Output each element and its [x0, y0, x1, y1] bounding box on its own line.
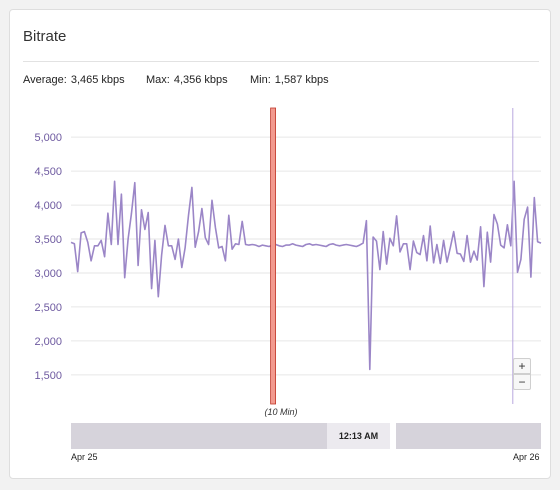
zoom-out-button[interactable]: −	[513, 374, 531, 390]
y-tick-label: 3,000	[34, 268, 62, 280]
header-divider	[23, 61, 539, 62]
stat-min: Min: 1,587 kbps	[250, 74, 329, 86]
y-tick-label: 4,000	[34, 200, 62, 212]
x-axis-start-label: Apr 25	[71, 452, 98, 462]
bitrate-chart[interactable]: 1,500 2,000 2,500 3,000 3,500 4,000 4,500 5,000	[10, 10, 552, 410]
stat-min-value: 1,587 kbps	[274, 74, 329, 86]
stat-average: Average: 3,465 kbps	[23, 74, 125, 86]
y-tick-label: 1,500	[34, 370, 62, 382]
y-tick-label: 5,000	[34, 132, 62, 144]
stat-average-label: Average:	[23, 74, 67, 86]
timeline-handle-grip[interactable]	[390, 423, 396, 449]
zoom-in-button[interactable]: +	[513, 358, 531, 374]
stat-min-label: Min:	[250, 74, 271, 86]
selected-time-marker	[270, 107, 277, 405]
timeline-scrubber[interactable]: 12:13 AM	[71, 423, 541, 449]
stat-max: Max: 4,356 kbps	[146, 74, 228, 86]
bitrate-panel: Bitrate Average: 3,465 kbps Max: 4,356 kbp…	[9, 9, 551, 479]
bitrate-series-line	[70, 180, 542, 371]
y-tick-label: 2,500	[34, 302, 62, 314]
stat-average-value: 3,465 kbps	[70, 74, 125, 86]
stat-max-label: Max:	[146, 74, 170, 86]
stat-max-value: 4,356 kbps	[173, 74, 228, 86]
timeline-handle[interactable]: 12:13 AM	[327, 423, 390, 449]
y-tick-label: 4,500	[34, 166, 62, 178]
y-tick-label: 3,500	[34, 234, 62, 246]
y-tick-label: 2,000	[34, 336, 62, 348]
panel-title: Bitrate	[23, 28, 67, 45]
x-axis-end-label: Apr 26	[513, 452, 540, 462]
time-span-label: (10 Min)	[264, 407, 298, 417]
